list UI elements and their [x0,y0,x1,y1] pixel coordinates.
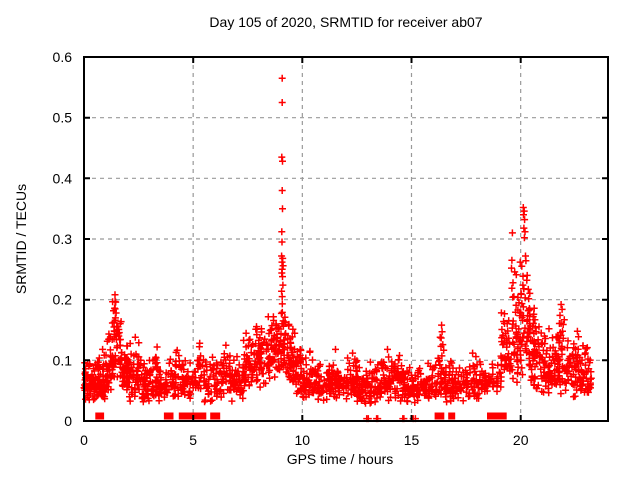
x-axis-label: GPS time / hours [286,451,394,467]
x-tick-label: 5 [189,432,197,448]
y-tick-label: 0.6 [53,49,73,65]
x-tick-label: 0 [80,432,88,448]
x-tick-label: 15 [404,432,420,448]
y-tick-label: 0.1 [53,352,73,368]
chart-title: Day 105 of 2020, SRMTID for receiver ab0… [209,14,483,30]
x-tick-label: 10 [295,432,311,448]
y-tick-label: 0.5 [53,110,73,126]
zero-flag-squares [95,412,507,420]
data-points-plus-markers [80,74,595,423]
y-tick-label: 0.2 [53,292,73,308]
y-tick-label: 0.3 [53,231,73,247]
axis-ticks [83,56,608,422]
y-tick-label: 0.4 [53,170,73,186]
x-tick-label: 20 [513,432,529,448]
y-tick-label: 0 [64,413,72,429]
